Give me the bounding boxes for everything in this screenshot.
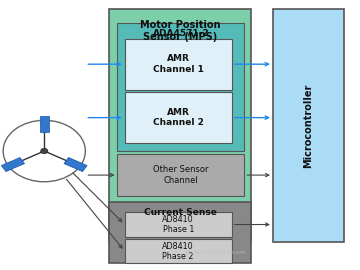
Bar: [125, 92, 232, 143]
Text: ADA4571-2: ADA4571-2: [153, 29, 209, 38]
Text: AD8410
Phase 2: AD8410 Phase 2: [162, 242, 194, 261]
Bar: [125, 212, 232, 237]
Text: Microcontroller: Microcontroller: [303, 83, 314, 168]
Polygon shape: [1, 157, 24, 171]
Polygon shape: [40, 116, 49, 132]
Bar: [109, 9, 251, 242]
Text: www.cntronics.com: www.cntronics.com: [185, 250, 246, 255]
Text: AMR
Channel 2: AMR Channel 2: [153, 108, 204, 127]
Bar: [125, 39, 232, 90]
Bar: [109, 202, 251, 263]
Text: Current Sense: Current Sense: [144, 208, 216, 218]
Text: AMR
Channel 1: AMR Channel 1: [153, 55, 204, 74]
Text: AD8410
Phase 1: AD8410 Phase 1: [162, 215, 194, 234]
Bar: [125, 239, 232, 263]
Circle shape: [3, 120, 85, 182]
Text: Motor Position
Sensor (MPS): Motor Position Sensor (MPS): [140, 20, 220, 42]
Bar: [273, 9, 344, 242]
Bar: [117, 23, 244, 151]
Text: Other Sensor
Channel: Other Sensor Channel: [153, 166, 209, 185]
Bar: [117, 154, 244, 197]
Circle shape: [41, 148, 48, 154]
Polygon shape: [64, 157, 87, 171]
